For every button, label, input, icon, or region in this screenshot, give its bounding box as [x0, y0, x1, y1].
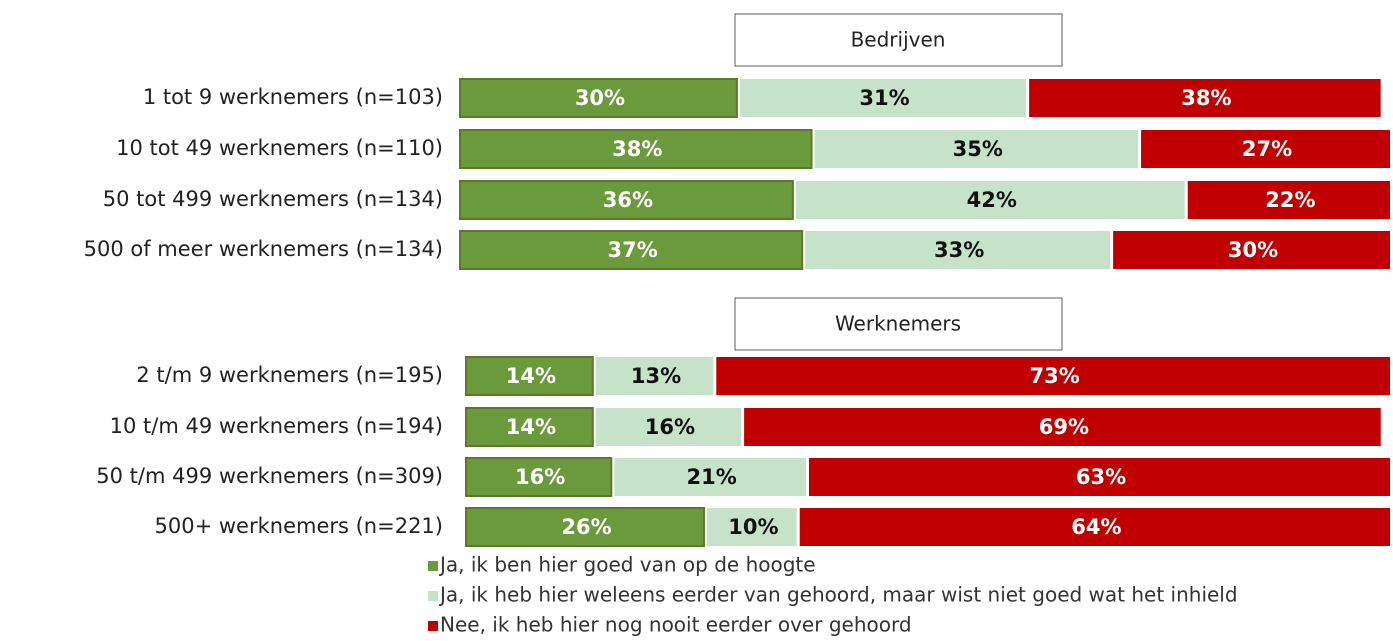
legend-swatch [428, 591, 438, 601]
category-label: 10 t/m 49 werknemers (n=194) [110, 414, 443, 438]
bar-segment [459, 230, 804, 270]
chart-title: Werknemers [835, 312, 961, 336]
bar-segment [814, 130, 1139, 168]
bar-segment [808, 458, 1390, 496]
bar-segment [595, 357, 714, 395]
bar-segment [614, 458, 806, 496]
value-label: 10% [728, 515, 778, 539]
legend-swatch [428, 561, 438, 571]
value-label: 27% [1242, 137, 1292, 161]
bar-segment [716, 357, 1390, 395]
category-label: 50 t/m 499 werknemers (n=309) [96, 464, 443, 488]
category-label: 2 t/m 9 werknemers (n=195) [136, 363, 443, 387]
bar-segment [465, 356, 594, 396]
bar-segment [707, 508, 797, 546]
legend-swatch [428, 621, 438, 631]
legend-label: Ja, ik ben hier goed van op de hoogte [438, 553, 816, 577]
bar-segment [465, 457, 613, 497]
chart-title: Bedrijven [851, 28, 946, 52]
value-label: 37% [607, 238, 657, 262]
bar-segment [459, 180, 794, 220]
bar-segment [1141, 130, 1390, 168]
bar-segment [459, 129, 813, 169]
category-label: 500 of meer werknemers (n=134) [84, 237, 443, 261]
bar-segment [1029, 79, 1381, 117]
category-label: 1 tot 9 werknemers (n=103) [143, 85, 443, 109]
category-label: 10 tot 49 werknemers (n=110) [116, 136, 443, 160]
category-label: 500+ werknemers (n=221) [155, 514, 443, 538]
legend-label: Nee, ik heb hier nog nooit eerder over g… [440, 613, 912, 637]
value-label: 13% [631, 364, 681, 388]
value-label: 14% [506, 415, 556, 439]
bar-segment [459, 78, 738, 118]
value-label: 16% [515, 465, 565, 489]
bar-segment [465, 507, 706, 547]
value-label: 42% [967, 188, 1017, 212]
value-label: 38% [1181, 86, 1231, 110]
value-label: 22% [1265, 188, 1315, 212]
value-label: 63% [1076, 465, 1126, 489]
value-label: 31% [859, 86, 909, 110]
value-label: 69% [1039, 415, 1089, 439]
value-label: 26% [561, 515, 611, 539]
value-label: 64% [1071, 515, 1121, 539]
value-label: 36% [603, 188, 653, 212]
legend-label: Ja, ik heb hier weleens eerder van gehoo… [438, 583, 1238, 607]
value-label: 73% [1030, 364, 1080, 388]
value-label: 16% [645, 415, 695, 439]
value-label: 38% [612, 137, 662, 161]
value-label: 30% [1228, 238, 1278, 262]
bar-segment [805, 231, 1111, 269]
bar-segment [795, 181, 1185, 219]
value-label: 21% [687, 465, 737, 489]
title-box [734, 13, 1063, 67]
title-box [734, 297, 1063, 351]
value-label: 30% [575, 86, 625, 110]
category-label: 50 tot 499 werknemers (n=134) [103, 187, 443, 211]
bar-segment [595, 408, 742, 446]
value-label: 33% [934, 238, 984, 262]
bar-segment [1113, 231, 1390, 269]
value-label: 35% [953, 137, 1003, 161]
bar-segment [465, 407, 594, 447]
bar-segment [1187, 181, 1390, 219]
bar-segment [744, 408, 1381, 446]
value-label: 14% [506, 364, 556, 388]
bar-segment [739, 79, 1027, 117]
bar-segment [799, 508, 1390, 546]
